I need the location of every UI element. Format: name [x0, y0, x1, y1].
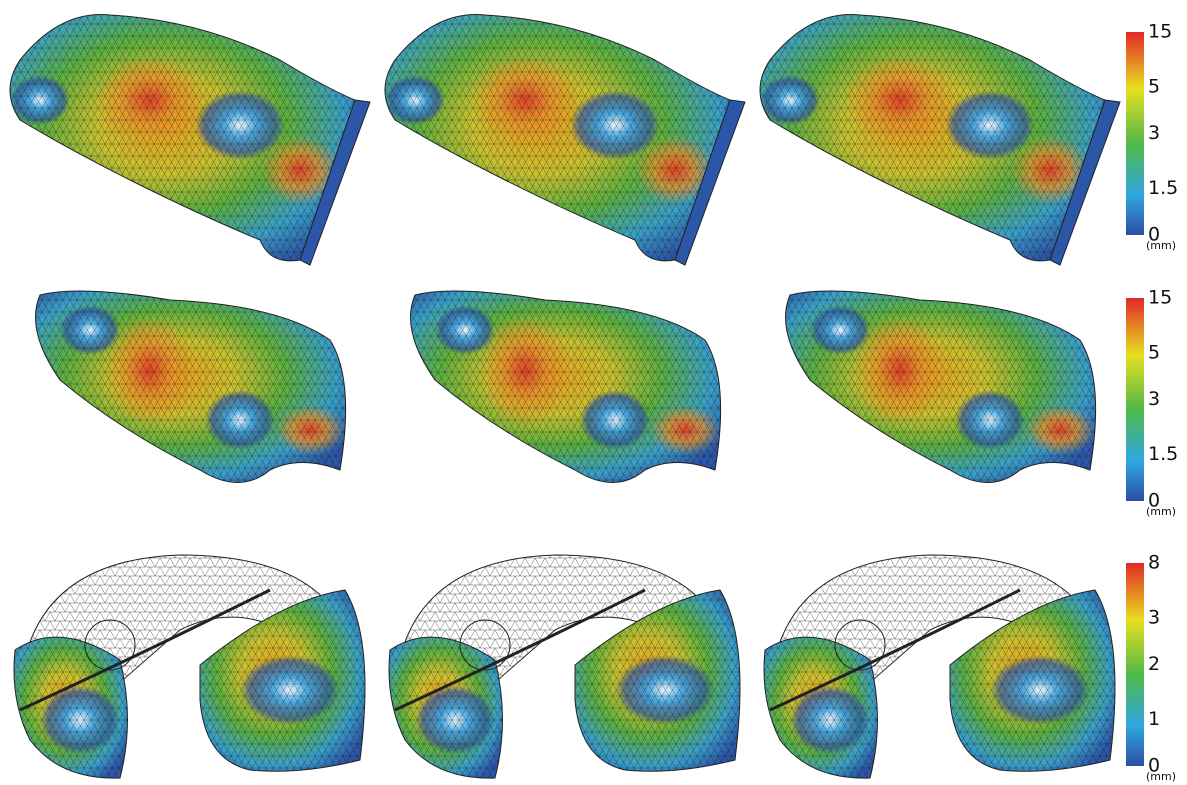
colorbar-tick-label: 0	[1148, 490, 1160, 512]
mesh-render	[9, 14, 371, 266]
colorbar-tick-label: 3	[1148, 122, 1160, 144]
colorbar-tick-label: 3	[1148, 606, 1160, 628]
colorbar-tick-label: 15	[1148, 21, 1172, 43]
colorbar-gradient	[1126, 298, 1144, 501]
meshes	[9, 14, 1121, 780]
colorbar-tick-label: 5	[1148, 341, 1160, 363]
mesh-render	[12, 553, 367, 780]
colorbar-tick-label: 15	[1148, 287, 1172, 309]
mesh-render	[387, 553, 742, 780]
colorbar-tick-label: 3	[1148, 388, 1160, 410]
colorbar-tick-label: 1.5	[1148, 443, 1178, 465]
mesh-render	[759, 14, 1121, 266]
mesh-render	[785, 290, 1097, 483]
colorbar-tick-label: 0	[1148, 224, 1160, 246]
colorbar-gradient	[1126, 563, 1144, 766]
colorbar-tick-label: 1.5	[1148, 177, 1178, 199]
colorbar-gradient	[1126, 32, 1144, 235]
colorbar-tick-label: 0	[1148, 755, 1160, 777]
colorbar-tick-label: 5	[1148, 75, 1160, 97]
mesh-render	[762, 553, 1117, 780]
colorbar-unit: (mm)	[1146, 770, 1176, 783]
mesh-render	[410, 290, 722, 483]
colorbar-tick-label: 8	[1148, 552, 1160, 574]
colorbar: 15 5 3 1.5 0(mm)	[1126, 21, 1178, 252]
colorbar: 8 3 2 1 0(mm)	[1126, 552, 1176, 783]
colorbar-unit: (mm)	[1146, 239, 1176, 252]
colorbar-tick-label: 1	[1148, 708, 1160, 730]
mesh-render	[35, 290, 347, 483]
mesh-render	[384, 14, 746, 266]
colorbar-tick-label: 2	[1148, 653, 1160, 675]
colorbar: 15 5 3 1.5 0(mm)	[1126, 287, 1178, 518]
colorbar-unit: (mm)	[1146, 505, 1176, 518]
